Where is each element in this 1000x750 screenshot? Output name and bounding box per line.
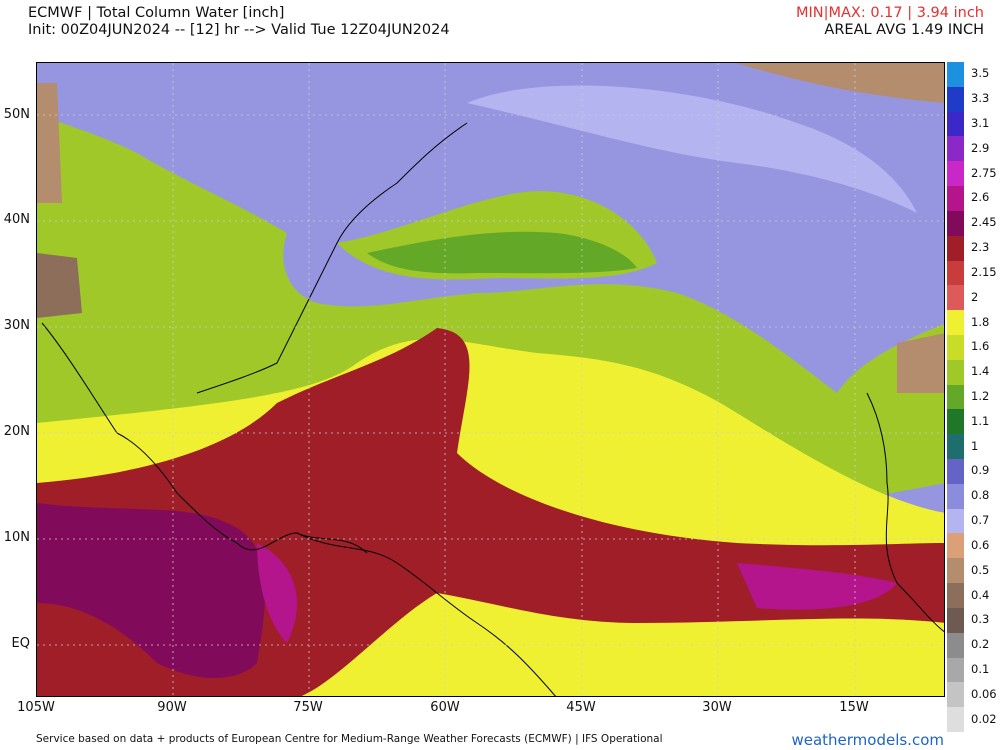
colorbar	[947, 62, 964, 733]
run-info: Init: 00Z04JUN2024 -- [12] hr --> Valid …	[28, 22, 450, 38]
colorbar-label: 1.1	[971, 413, 990, 428]
colorbar-label: 0.9	[971, 463, 990, 478]
map-title: ECMWF | Total Column Water [inch]	[28, 5, 285, 21]
very-high-moisture-west	[37, 503, 266, 678]
colorbar-label: 2.6	[971, 190, 990, 205]
colorbar-label: 0.8	[971, 488, 990, 503]
lon-label-75w: 75W	[293, 700, 323, 715]
colorbar-label: 1.8	[971, 314, 990, 329]
colorbar-swatch	[947, 260, 964, 286]
lat-label-20n: 20N	[3, 424, 30, 439]
colorbar-label: 2	[971, 289, 979, 304]
data-credit: Service based on data + products of Euro…	[36, 733, 663, 745]
dry-spot-africa	[897, 333, 944, 393]
peak-moisture-west	[257, 543, 297, 643]
colorbar-swatch	[947, 558, 964, 584]
map-field	[37, 63, 944, 696]
colorbar-swatch	[947, 533, 964, 559]
colorbar-label: 2.3	[971, 240, 990, 255]
colorbar-swatch	[947, 459, 964, 485]
lon-label-15w: 15W	[839, 700, 869, 715]
lat-label-eq: EQ	[11, 636, 30, 651]
colorbar-label: 0.1	[971, 661, 990, 676]
colorbar-label: 0.5	[971, 562, 990, 577]
colorbar-swatch	[947, 483, 964, 510]
colorbar-swatch	[947, 111, 964, 137]
colorbar-swatch	[947, 136, 964, 162]
colorbar-label: 0.2	[971, 637, 990, 652]
colorbar-swatch	[947, 583, 964, 609]
colorbar-swatch	[947, 62, 964, 88]
lat-label-40n: 40N	[3, 212, 30, 227]
min-max-readout: MIN|MAX: 0.17 | 3.94 inch	[795, 5, 984, 21]
dry-swirl	[467, 85, 917, 213]
lon-label-105w: 105W	[17, 700, 55, 715]
coastlines	[41, 122, 944, 696]
colorbar-swatch	[947, 384, 964, 410]
colorbar-swatch	[947, 682, 964, 708]
colorbar-swatch	[947, 359, 964, 386]
lon-label-60w: 60W	[430, 700, 460, 715]
colorbar-label: 0.02	[971, 711, 997, 726]
green-band	[367, 231, 637, 274]
dry-spot-sw	[37, 253, 82, 318]
colorbar-label: 2.9	[971, 140, 990, 155]
colorbar-label: 0.3	[971, 612, 990, 627]
colorbar-swatch	[947, 409, 964, 435]
colorbar-swatch	[947, 161, 964, 187]
colorbar-label: 0.7	[971, 513, 990, 528]
colorbar-swatch	[947, 86, 964, 113]
colorbar-swatch	[947, 607, 964, 634]
colorbar-swatch	[947, 285, 964, 311]
colorbar-label: 2.75	[971, 165, 997, 180]
colorbar-label: 2.45	[971, 215, 997, 230]
colorbar-label: 0.06	[971, 686, 997, 701]
colorbar-swatch	[947, 210, 964, 237]
lat-label-50n: 50N	[3, 107, 30, 122]
colorbar-swatch	[947, 186, 964, 212]
colorbar-label: 3.3	[971, 91, 990, 106]
colorbar-swatch	[947, 235, 964, 262]
colorbar-swatch	[947, 434, 964, 460]
colorbar-label: 3.5	[971, 66, 990, 81]
colorbar-swatch	[947, 334, 964, 361]
lon-label-30w: 30W	[702, 700, 732, 715]
colorbar-swatch	[947, 310, 964, 336]
lon-label-45w: 45W	[566, 700, 596, 715]
colorbar-swatch	[947, 657, 964, 683]
colorbar-label: 1.2	[971, 389, 990, 403]
colorbar-swatch	[947, 707, 964, 733]
dry-spot-ne	[737, 63, 944, 103]
colorbar-label: 2.15	[971, 264, 997, 279]
colorbar-label: 0.6	[971, 537, 990, 552]
lon-label-90w: 90W	[157, 700, 187, 715]
colorbar-label: 3.1	[971, 116, 990, 131]
colorbar-label: 1.4	[971, 364, 990, 379]
lat-label-30n: 30N	[3, 318, 30, 333]
colorbar-label: 0.4	[971, 587, 990, 602]
colorbar-swatch	[947, 632, 964, 659]
colorbar-label: 1	[971, 438, 979, 453]
peak-moisture-east	[737, 563, 897, 610]
colorbar-label: 1.6	[971, 339, 990, 354]
colorbar-swatch	[947, 508, 964, 534]
weather-map[interactable]	[36, 62, 945, 697]
brand-link[interactable]: weathermodels.com	[791, 731, 944, 749]
graticule	[37, 63, 944, 696]
areal-average: AREAL AVG 1.49 INCH	[824, 22, 984, 38]
lat-label-10n: 10N	[3, 530, 30, 545]
dry-spot-west	[37, 83, 62, 203]
